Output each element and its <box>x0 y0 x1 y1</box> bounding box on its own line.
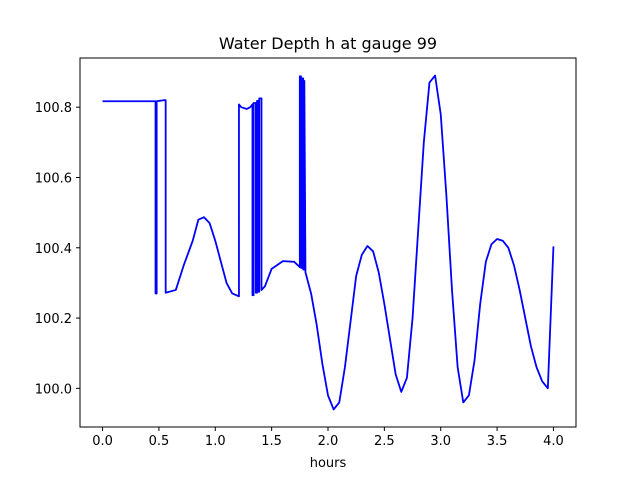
y-tick-label: 100.6 <box>35 171 72 186</box>
y-axis: 100.0 100.2 100.4 100.6 100.8 <box>35 101 80 397</box>
y-tick-label: 100.2 <box>35 312 72 327</box>
y-tick-label: 100.8 <box>35 101 72 116</box>
x-axis-label: hours <box>310 456 347 471</box>
y-tick-label: 100.4 <box>35 242 72 257</box>
x-tick-label: 1.5 <box>261 434 282 449</box>
x-tick-label: 1.0 <box>205 434 226 449</box>
plot-frame <box>79 57 577 428</box>
x-tick-label: 0.0 <box>92 434 113 449</box>
plot-area <box>79 57 577 428</box>
x-tick-label: 3.0 <box>430 434 451 449</box>
chart-title: Water Depth h at gauge 99 <box>219 34 437 53</box>
x-axis: 0.0 0.5 1.0 1.5 2.0 2.5 3.0 3.5 4.0 <box>92 427 564 449</box>
x-tick-label: 3.5 <box>487 434 508 449</box>
x-tick-label: 2.0 <box>318 434 339 449</box>
x-tick-label: 2.5 <box>374 434 395 449</box>
series-line-0 <box>102 74 555 411</box>
y-tick-label: 100.0 <box>35 382 72 397</box>
x-tick-label: 0.5 <box>149 434 170 449</box>
x-tick-label: 4.0 <box>543 434 564 449</box>
